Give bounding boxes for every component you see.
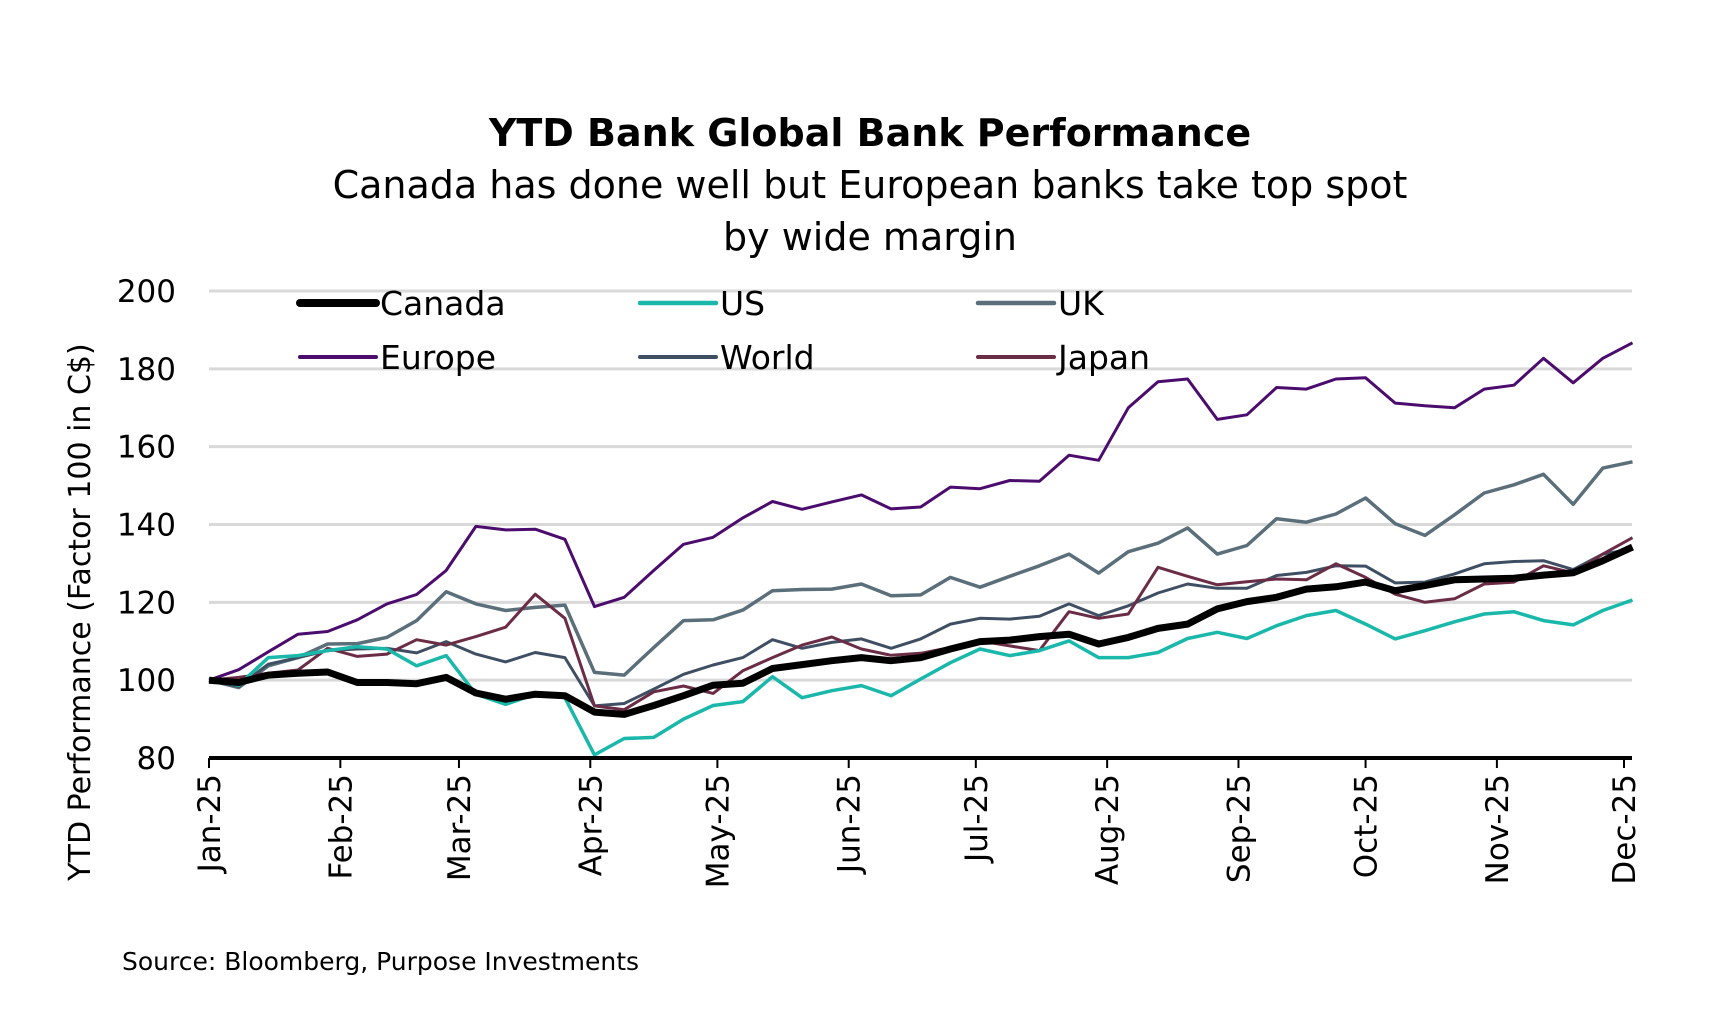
y-tick-label: 100 bbox=[117, 663, 176, 699]
x-tick-label: Jun-25 bbox=[832, 774, 868, 875]
x-tick-label: Jul-25 bbox=[959, 774, 995, 864]
legend: Canada US UK Europe World Japan bbox=[296, 284, 1150, 377]
y-tick-labels: 80 100 120 140 160 180 200 bbox=[117, 274, 176, 777]
y-axis-label: YTD Performance (Factor 100 in C$) bbox=[63, 343, 98, 881]
legend-label-us: US bbox=[720, 284, 765, 323]
y-tick-label: 140 bbox=[117, 508, 176, 544]
y-tick-label: 80 bbox=[137, 741, 176, 777]
source-note: Source: Bloomberg, Purpose Investments bbox=[122, 947, 639, 976]
chart-title: YTD Bank Global Bank Performance bbox=[488, 111, 1251, 155]
y-tick-label: 120 bbox=[117, 585, 176, 621]
series-line-europe bbox=[208, 341, 1634, 682]
x-tick-label: Nov-25 bbox=[1480, 774, 1516, 884]
series-line-japan bbox=[208, 536, 1634, 712]
gridlines bbox=[209, 289, 1632, 682]
legend-label-japan: Japan bbox=[1056, 338, 1150, 377]
x-tick-label: Sep-25 bbox=[1221, 774, 1257, 883]
y-tick-label: 160 bbox=[117, 430, 176, 466]
series-line-world bbox=[208, 547, 1633, 708]
x-tick-label: Aug-25 bbox=[1090, 774, 1126, 885]
y-tick-label: 180 bbox=[117, 352, 176, 388]
x-tick-label: Dec-25 bbox=[1607, 774, 1643, 885]
series-line-canada bbox=[208, 543, 1634, 718]
legend-label-europe: Europe bbox=[380, 338, 496, 377]
series-line-uk bbox=[208, 460, 1633, 690]
x-tick-label: Jan-25 bbox=[192, 774, 228, 874]
chart-subtitle-line-1: Canada has done well but European banks … bbox=[333, 163, 1408, 207]
legend-label-uk: UK bbox=[1058, 284, 1105, 323]
x-tick-label: May-25 bbox=[700, 774, 736, 888]
legend-label-world: World bbox=[720, 338, 815, 377]
series-line-us bbox=[208, 598, 1634, 757]
y-tick-label: 200 bbox=[117, 274, 176, 310]
x-tick-label: Oct-25 bbox=[1349, 774, 1385, 878]
series-lines bbox=[208, 341, 1634, 757]
chart-subtitle-line-2: by wide margin bbox=[723, 215, 1017, 259]
x-tick-label: Feb-25 bbox=[323, 774, 359, 880]
x-tick-label: Apr-25 bbox=[573, 774, 609, 876]
x-tick-labels: Jan-25 Feb-25 Mar-25 Apr-25 May-25 Jun-25 Jul-… bbox=[192, 758, 1643, 888]
x-tick-label: Mar-25 bbox=[442, 774, 478, 881]
legend-label-canada: Canada bbox=[380, 284, 506, 323]
